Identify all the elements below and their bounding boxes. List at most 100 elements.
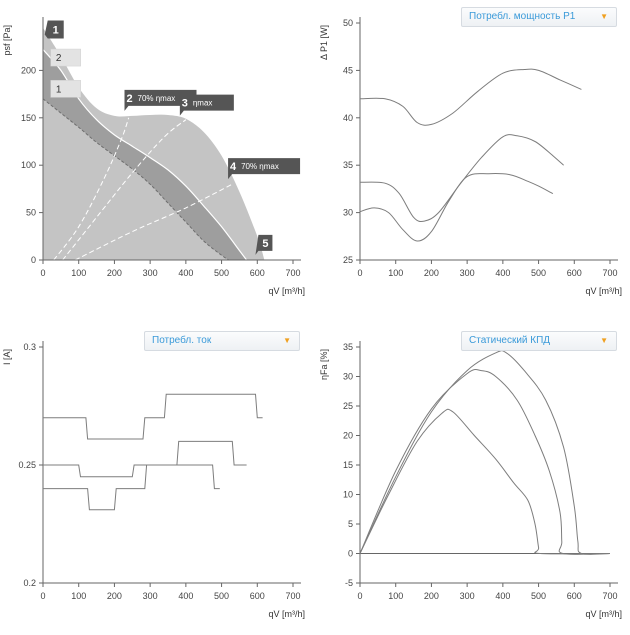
y-tick-label: 35 [343, 342, 353, 352]
y-tick-label: 100 [21, 160, 36, 170]
y-tick-label: 0.2 [23, 578, 36, 588]
x-tick-label: 400 [178, 591, 193, 601]
x-tick-label: 400 [495, 591, 510, 601]
x-tick-label: 600 [250, 591, 265, 601]
y-tick-label: 15 [343, 460, 353, 470]
y-tick-label: 50 [26, 208, 36, 218]
x-tick-label: 100 [71, 268, 86, 278]
power-dropdown-label: Потребл. мощность P1 [469, 11, 576, 22]
x-tick-label: 100 [71, 591, 86, 601]
x-tick-label: 700 [602, 268, 617, 278]
efficiency-chart: 0 100 200 300 400 500 600 700 -5 0 5 10 15 20 25 30 35 qV… [319, 341, 622, 619]
speed-1-line [42, 98, 229, 261]
x-tick-label: 400 [178, 268, 193, 278]
x-tick-label: 600 [567, 268, 582, 278]
x-tick-label: 500 [531, 591, 546, 601]
x-tick-label: 600 [567, 591, 582, 601]
marker-label: 2 [126, 93, 132, 105]
annotation-text: 70% ηmax [241, 162, 279, 171]
x-tick-label: 300 [143, 268, 158, 278]
x-tick-label: 700 [602, 591, 617, 601]
y-tick-label: 0.3 [23, 342, 36, 352]
x-tick-label: 0 [40, 268, 45, 278]
efficiency-dropdown-label: Статический КПД [469, 335, 551, 346]
chevron-down-icon: ▼ [600, 336, 608, 345]
x-axis-title: qV [m³/h] [585, 286, 622, 296]
y-tick-label: 25 [343, 401, 353, 411]
marker-badge-light [50, 48, 81, 67]
series-line-medium [359, 369, 611, 555]
marker-badge [44, 20, 64, 39]
current-chart: 0 100 200 300 400 500 600 700 0.2 0.25 0.3 qV [m³/h… [2, 341, 305, 619]
annotation-text: ηmax [193, 99, 213, 108]
marker-badge-light [50, 80, 81, 98]
max-speed-line [42, 49, 248, 261]
y-tick-label: 45 [343, 65, 353, 75]
y-axis-title: I [A] [2, 349, 12, 365]
x-tick-label: 100 [388, 268, 403, 278]
series-line-bottom [43, 464, 220, 511]
x-tick-label: 200 [424, 591, 439, 601]
y-tick-label: -5 [345, 578, 353, 588]
x-tick-label: 0 [357, 268, 362, 278]
y-tick-label: 40 [343, 113, 353, 123]
operating-area-inner [43, 98, 229, 260]
marker-label: 4 [230, 161, 237, 173]
current-dropdown[interactable]: Потребл. ток ▼ [144, 331, 300, 351]
y-tick-label: 30 [343, 208, 353, 218]
x-tick-label: 500 [214, 591, 229, 601]
marker-label: 1 [53, 24, 59, 36]
series-line-middle [43, 440, 247, 478]
annotation-badge [179, 94, 234, 116]
marker-label: 2 [56, 53, 62, 64]
x-axis-title: qV [m³/h] [268, 286, 305, 296]
x-tick-label: 200 [107, 268, 122, 278]
chevron-down-icon: ▼ [283, 336, 291, 345]
x-tick-label: 400 [495, 268, 510, 278]
y-axis-title: Δ P1 [W] [319, 25, 329, 60]
power-chart: 0 100 200 300 400 500 600 700 25 30 35 40 45 50 qV [m³… [319, 17, 622, 296]
pressure-chart: 0 100 200 300 400 500 600 700 0 50 100 150 200 qV [m³… [2, 17, 305, 296]
y-tick-label: 20 [343, 431, 353, 441]
chevron-down-icon: ▼ [600, 12, 608, 21]
x-tick-label: 200 [424, 268, 439, 278]
marker-label: 1 [56, 84, 62, 95]
series-line-top [43, 393, 263, 440]
y-tick-label: 0.25 [18, 460, 36, 470]
x-tick-label: 700 [285, 591, 300, 601]
series-line-large [359, 350, 611, 555]
y-tick-label: 0 [31, 255, 36, 265]
y-axis-title: ηFa [%] [319, 349, 329, 380]
x-tick-label: 700 [285, 268, 300, 278]
y-tick-label: 5 [348, 519, 353, 529]
y-tick-label: 10 [343, 490, 353, 500]
marker-label: 5 [262, 238, 268, 250]
x-tick-label: 300 [143, 591, 158, 601]
x-tick-label: 600 [250, 268, 265, 278]
marker-badge [255, 234, 273, 255]
x-tick-label: 200 [107, 591, 122, 601]
x-axis-title: qV [m³/h] [268, 609, 305, 619]
series-line-bottom [359, 173, 554, 242]
series-line-small [359, 408, 611, 555]
series-line-middle [359, 134, 564, 222]
y-tick-label: 25 [343, 255, 353, 265]
y-tick-label: 50 [343, 18, 353, 28]
marker-label: 3 [182, 98, 188, 110]
y-tick-label: 35 [343, 160, 353, 170]
efficiency-dropdown[interactable]: Статический КПД ▼ [461, 331, 617, 351]
x-axis-title: qV [m³/h] [585, 609, 622, 619]
series-line-top [359, 68, 582, 126]
x-tick-label: 300 [460, 268, 475, 278]
efficiency-line-3 [53, 117, 130, 261]
power-dropdown[interactable]: Потребл. мощность P1 ▼ [461, 7, 617, 27]
x-tick-label: 100 [388, 591, 403, 601]
current-dropdown-label: Потребл. ток [152, 335, 212, 346]
efficiency-line-4 [62, 119, 187, 261]
x-tick-label: 500 [214, 268, 229, 278]
efficiency-line-5 [74, 183, 233, 261]
annotation-text: 70% ηmax [138, 94, 176, 103]
y-tick-label: 30 [343, 372, 353, 382]
